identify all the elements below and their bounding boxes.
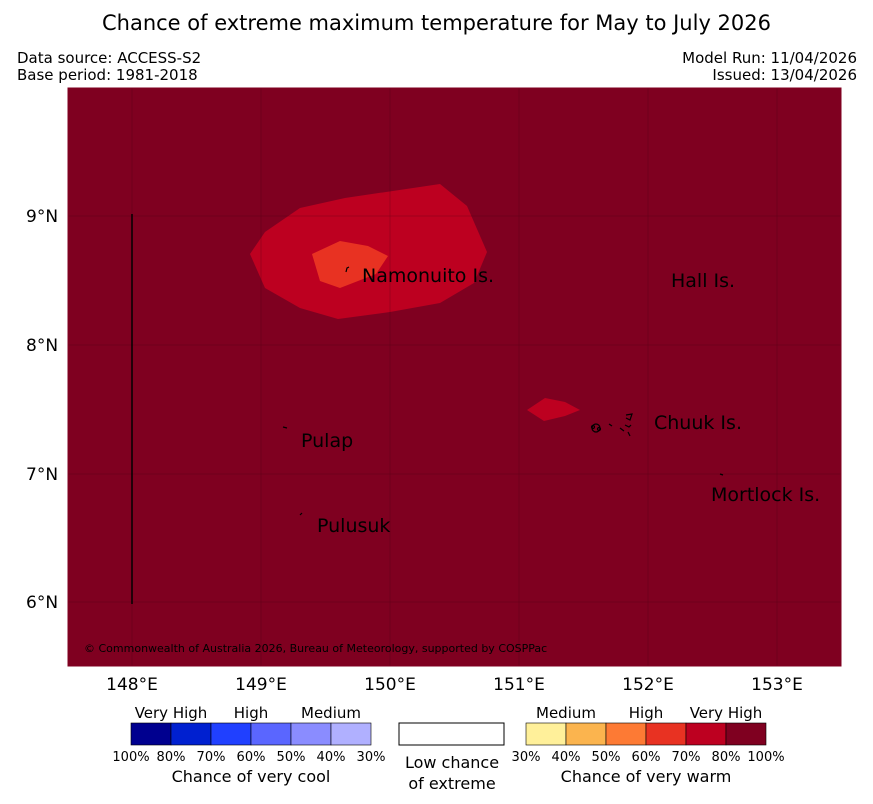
warm-swatch-1	[565, 722, 607, 746]
cool-tick-5: 40%	[317, 750, 346, 765]
cool-caption: Chance of very cool	[172, 767, 331, 786]
warm-tick-6: 100%	[747, 750, 784, 765]
neutral-caption-line2: of extreme	[408, 774, 495, 793]
lon-label-152e: 152°E	[622, 675, 674, 695]
cool-swatch-3	[250, 722, 292, 746]
neutral-swatch	[398, 722, 505, 746]
map-title: Chance of extreme maximum temperature fo…	[101, 11, 771, 35]
warm-tick-3: 60%	[632, 750, 661, 765]
warm-header-medium: Medium	[536, 704, 596, 722]
lat-label-7n: 7°N	[26, 465, 58, 485]
cool-swatch-1	[170, 722, 212, 746]
pulap-island-mark	[282, 426, 288, 429]
cool-tick-labels: 100% 80% 70% 60% 50% 40% 30%	[112, 750, 385, 765]
lat-label-6n: 6°N	[26, 593, 58, 613]
map-panel	[68, 88, 841, 666]
warm-swatch-2	[605, 722, 647, 746]
map-frame	[67, 87, 842, 667]
lon-label-149e: 149°E	[235, 675, 287, 695]
cool-tick-4: 50%	[277, 750, 306, 765]
contour-60-70-namonuito	[312, 241, 388, 288]
cool-swatch-2	[210, 722, 252, 746]
place-label-namonuito: Namonuito Is.	[362, 265, 494, 287]
cool-colorbar	[130, 722, 372, 746]
lat-label-9n: 9°N	[26, 207, 58, 227]
cool-tick-3: 60%	[237, 750, 266, 765]
model-run-label: Model Run: 11/04/2026	[682, 49, 857, 67]
warm-swatch-3	[645, 722, 687, 746]
cool-header-high: High	[234, 704, 268, 722]
warm-swatch-5	[725, 722, 767, 746]
warm-swatch-0	[525, 722, 567, 746]
cool-tick-2: 70%	[197, 750, 226, 765]
issued-label: Issued: 13/04/2026	[712, 66, 857, 84]
neutral-caption-line1: Low chance	[405, 753, 499, 772]
pulusuk-island-mark	[299, 512, 303, 516]
warm-caption: Chance of very warm	[561, 767, 732, 786]
warm-tick-2: 50%	[592, 750, 621, 765]
cool-tick-1: 80%	[157, 750, 186, 765]
cool-swatch-5	[330, 722, 372, 746]
warm-tick-4: 70%	[672, 750, 701, 765]
place-label-pulap: Pulap	[301, 430, 353, 452]
place-label-chuuk: Chuuk Is.	[654, 412, 742, 434]
chuuk-islands-mark	[590, 413, 633, 437]
data-source-label: Data source: ACCESS-S2	[17, 49, 202, 67]
warm-header-high: High	[629, 704, 663, 722]
mortlock-island-mark	[719, 473, 724, 476]
warm-swatch-4	[685, 722, 727, 746]
lat-label-8n: 8°N	[26, 336, 58, 356]
copyright-notice: © Commonwealth of Australia 2026, Bureau…	[84, 642, 547, 655]
warm-tick-5: 80%	[712, 750, 741, 765]
island-outlines	[282, 266, 724, 516]
warm-header-very-high: Very High	[690, 704, 763, 722]
lon-label-153e: 153°E	[751, 675, 803, 695]
cool-tick-6: 30%	[357, 750, 386, 765]
lon-label-148e: 148°E	[106, 675, 158, 695]
cool-tick-0: 100%	[112, 750, 149, 765]
lon-label-150e: 150°E	[364, 675, 416, 695]
warm-colorbar	[525, 722, 767, 746]
cool-swatch-4	[290, 722, 332, 746]
lon-label-151e: 151°E	[493, 675, 545, 695]
namonuito-island-mark	[345, 266, 350, 273]
place-label-mortlock: Mortlock Is.	[711, 484, 820, 506]
warm-tick-labels: 30% 40% 50% 60% 70% 80% 100%	[512, 750, 785, 765]
warm-tick-1: 40%	[552, 750, 581, 765]
cool-header-medium: Medium	[301, 704, 361, 722]
contour-70-80-chuuk	[527, 398, 580, 421]
base-period-label: Base period: 1981-2018	[17, 66, 198, 84]
warm-tick-0: 30%	[512, 750, 541, 765]
place-label-pulusuk: Pulusuk	[317, 515, 390, 537]
gridlines	[68, 88, 841, 666]
cool-header-very-high: Very High	[135, 704, 208, 722]
place-label-hall: Hall Is.	[671, 270, 735, 292]
cool-swatch-0	[130, 722, 172, 746]
